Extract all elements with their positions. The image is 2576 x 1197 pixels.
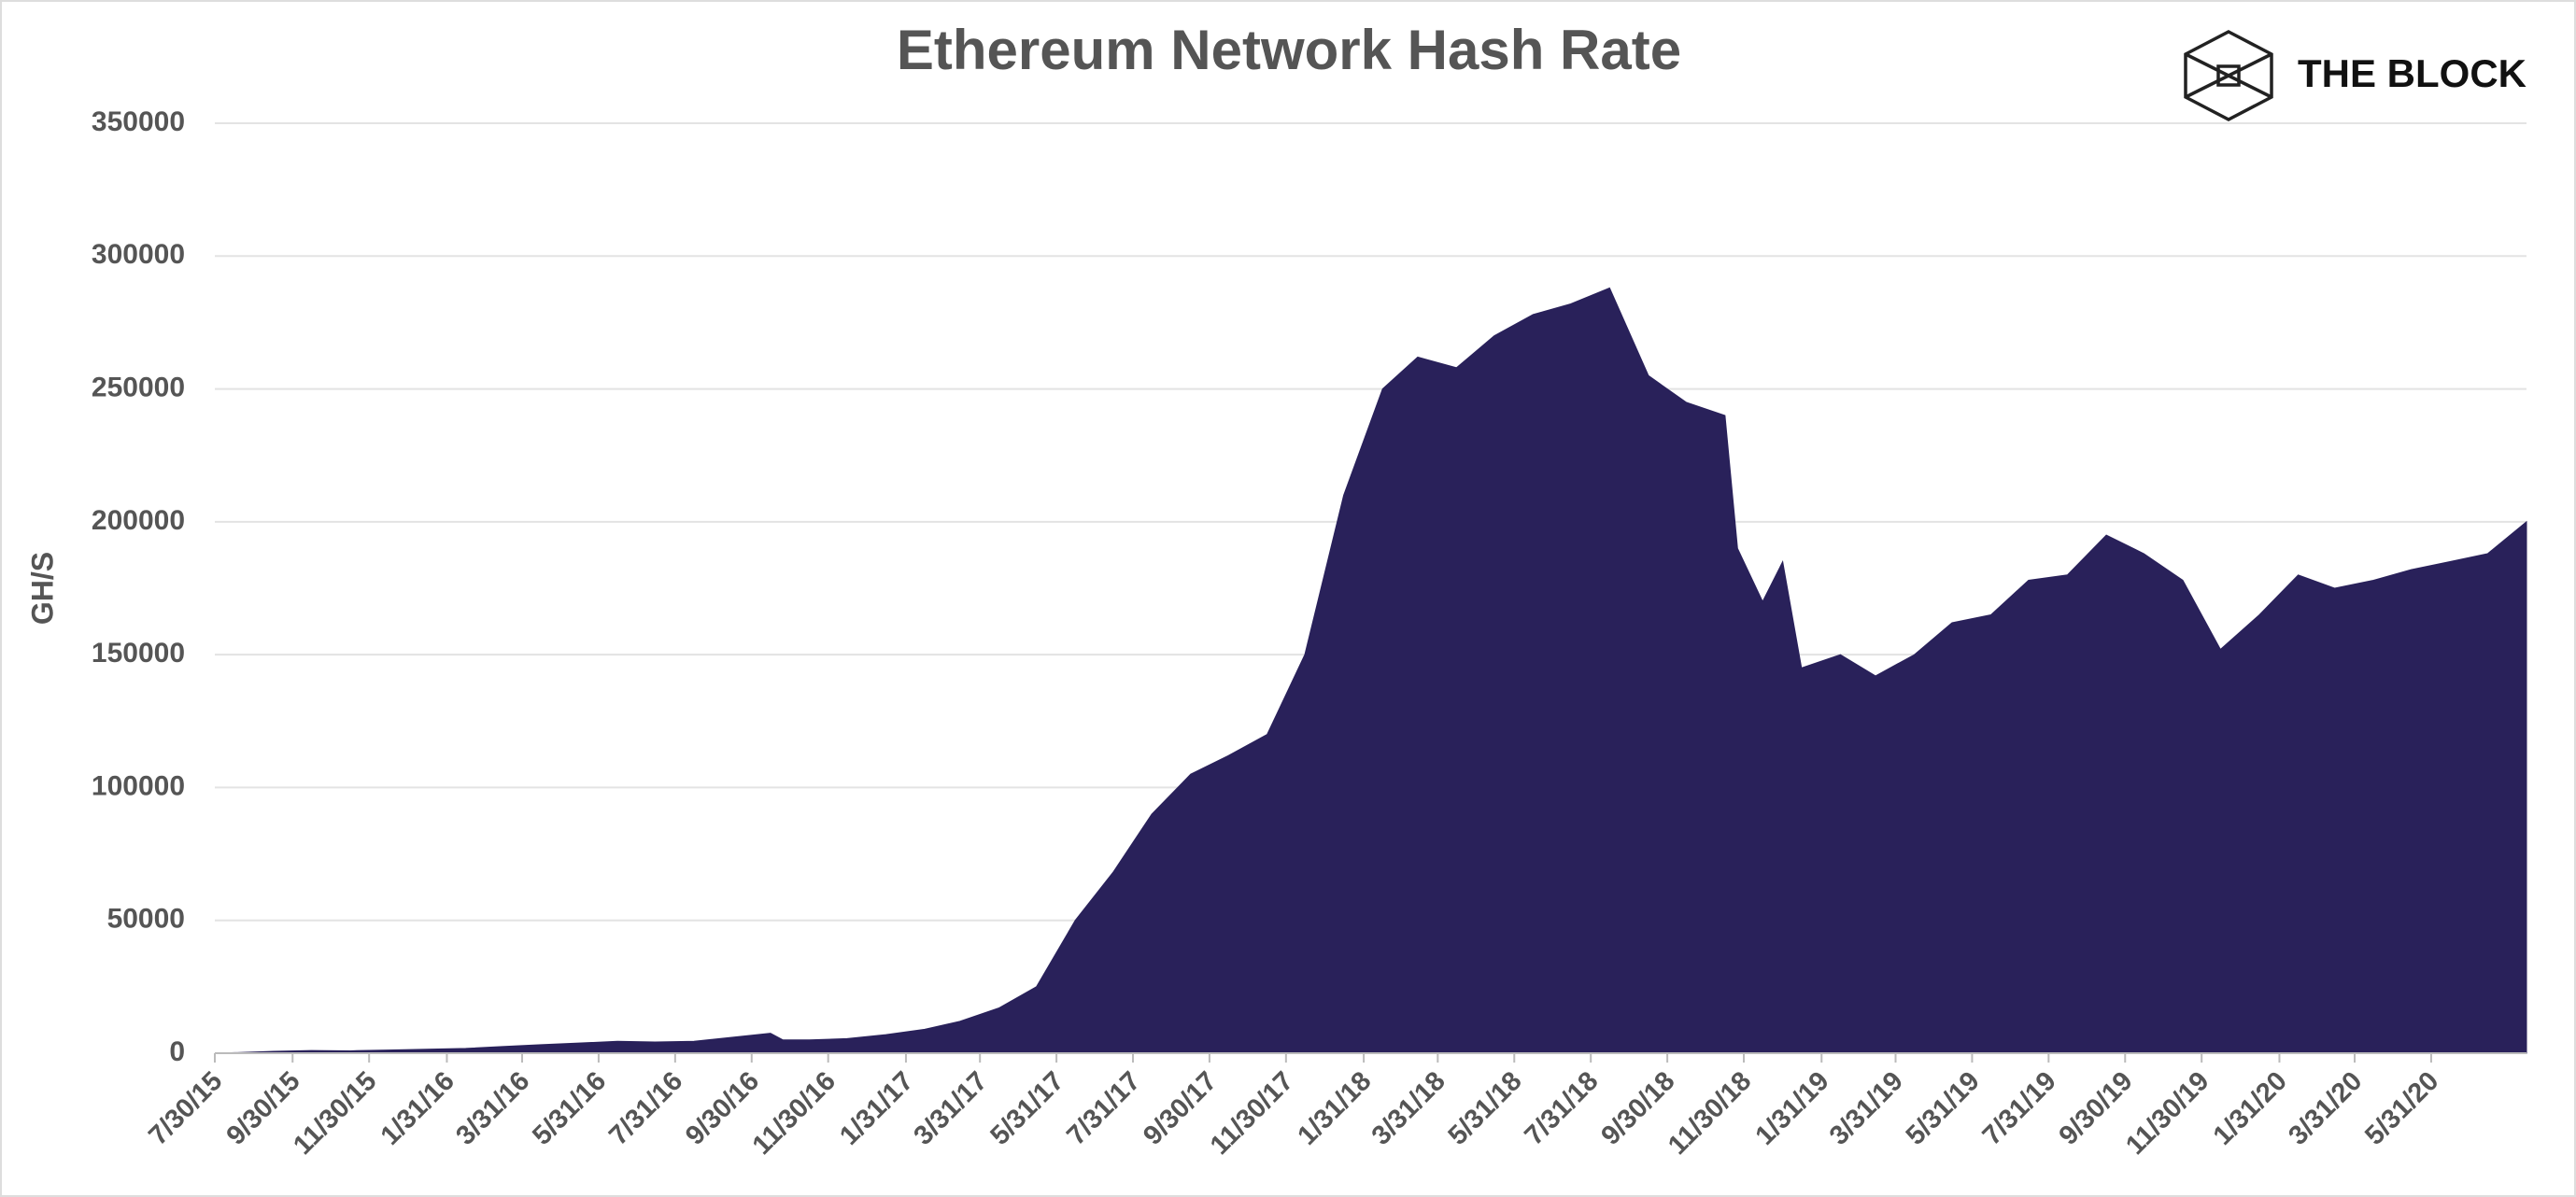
y-tick-label: 0 [169, 1036, 185, 1067]
y-tick-label: 350000 [92, 106, 185, 137]
brand-name: THE BLOCK [2298, 51, 2526, 95]
y-tick-label: 100000 [92, 770, 185, 801]
y-tick-label: 300000 [92, 239, 185, 270]
y-tick-label: 50000 [107, 904, 185, 935]
y-tick-label: 200000 [92, 505, 185, 536]
y-axis-label: GH/S [25, 552, 59, 625]
area [214, 287, 2527, 1054]
brand-logo [2184, 30, 2273, 121]
chart-title: Ethereum Network Hash Rate [897, 19, 1681, 81]
plot [214, 287, 2527, 1054]
y-tick-label: 150000 [92, 638, 185, 669]
y-tick-label: 250000 [92, 372, 185, 402]
